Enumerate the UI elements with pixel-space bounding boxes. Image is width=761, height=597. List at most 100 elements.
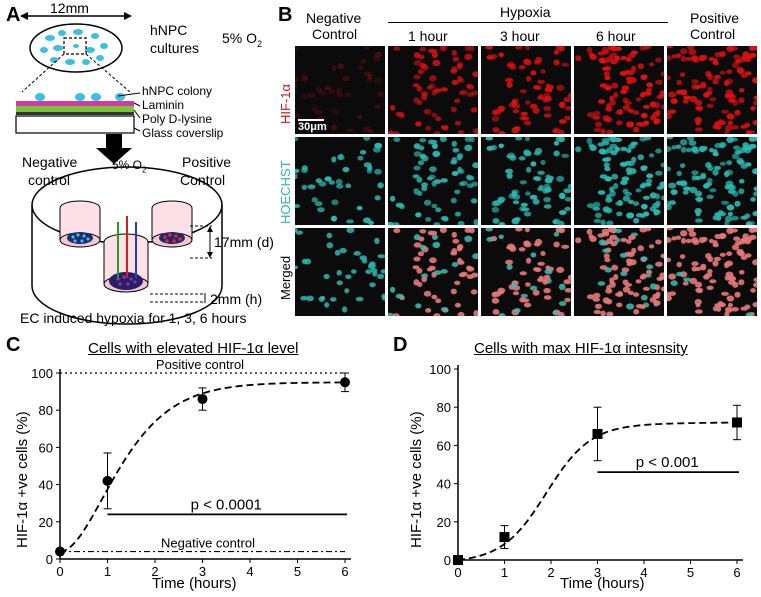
scale-bar bbox=[298, 119, 324, 121]
y-tick-label: 20 bbox=[39, 515, 53, 530]
micrograph-nuclei bbox=[667, 46, 757, 134]
chamber-oxygen-label: 5% O2 bbox=[112, 158, 146, 174]
col-header-positive-1: Positive bbox=[690, 10, 740, 26]
micrograph-svg bbox=[295, 46, 757, 316]
panel-b-label: B bbox=[278, 4, 293, 26]
col-header-6h: 6 hour bbox=[596, 28, 636, 44]
chart-d-ylabel: HIF-1α +ve cells (%) bbox=[408, 411, 425, 548]
x-tick-label: 2 bbox=[151, 564, 158, 579]
micrograph-nuclei bbox=[485, 137, 571, 225]
y-tick-label: 40 bbox=[39, 478, 53, 493]
y-tick-label: 100 bbox=[429, 362, 451, 377]
x-tick-label: 6 bbox=[733, 565, 740, 580]
micrograph-nuclei bbox=[388, 228, 478, 316]
negative-control-label-2: control bbox=[28, 172, 71, 188]
x-tick-label: 3 bbox=[594, 565, 601, 580]
y-tick-label: 80 bbox=[437, 400, 451, 415]
scale-bar-label: 30μm bbox=[298, 121, 327, 133]
height-label: 2mm (h) bbox=[210, 291, 263, 307]
micrograph-nuclei bbox=[295, 137, 384, 225]
data-point bbox=[102, 475, 113, 486]
dish-width-label: 12mm bbox=[50, 0, 89, 16]
data-point bbox=[732, 417, 742, 428]
oxygen-text: 5% O bbox=[222, 30, 258, 46]
y-tick-label: 60 bbox=[39, 440, 53, 455]
col-header-1h: 1 hour bbox=[408, 28, 448, 44]
data-point bbox=[499, 532, 510, 543]
depth-label: 17mm (d) bbox=[214, 234, 274, 250]
micrograph-nuclei bbox=[295, 228, 385, 313]
cultures-label-1: hNPC bbox=[150, 22, 188, 38]
negative-control-label-1: Negative bbox=[22, 154, 78, 170]
col-header-negative-1: Negative bbox=[306, 10, 362, 26]
layer-label-laminin: Laminin bbox=[142, 98, 185, 112]
panel-a-label: A bbox=[6, 4, 21, 26]
row-label-merged: Merged bbox=[278, 255, 293, 300]
chamber-oxygen-sub: 2 bbox=[142, 165, 147, 175]
x-tick-label: 5 bbox=[294, 564, 301, 579]
micrograph-nuclei bbox=[295, 46, 384, 134]
micrograph-nuclei bbox=[575, 228, 664, 316]
x-tick-label: 1 bbox=[501, 565, 508, 580]
y-tick-label: 20 bbox=[437, 515, 451, 530]
y-tick-label: 100 bbox=[31, 366, 53, 381]
data-point bbox=[340, 377, 350, 388]
micrograph-nuclei bbox=[388, 137, 478, 225]
col-header-positive-2: Control bbox=[690, 26, 736, 42]
x-tick-label: 4 bbox=[246, 564, 253, 579]
data-point bbox=[197, 394, 208, 405]
chart-c-xlabel: Time (hours) bbox=[152, 575, 237, 592]
data-point bbox=[453, 555, 463, 565]
y-tick-label: 40 bbox=[437, 477, 451, 492]
x-tick-label: 4 bbox=[640, 565, 647, 580]
oxygen-label: 5% O2 bbox=[222, 30, 262, 49]
x-tick-label: 1 bbox=[104, 564, 111, 579]
panel-a-caption: EC induced hypoxia for 1, 3, 6 hours bbox=[20, 310, 247, 326]
col-header-hypoxia: Hypoxia bbox=[500, 4, 551, 20]
p-value-label: p < 0.0001 bbox=[191, 496, 262, 513]
x-tick-label: 3 bbox=[199, 564, 206, 579]
panel-c-label: C bbox=[6, 334, 21, 356]
cultures-label-2: cultures bbox=[150, 40, 200, 56]
x-tick-label: 6 bbox=[341, 564, 348, 579]
data-point bbox=[592, 428, 603, 439]
micrograph-grid bbox=[295, 46, 757, 316]
micrograph-nuclei bbox=[667, 228, 757, 316]
chamber-oxygen-text: 5% O bbox=[112, 158, 143, 172]
positive-control-label-2: Control bbox=[180, 172, 226, 188]
p-value-label: p < 0.001 bbox=[636, 454, 699, 471]
micrograph-nuclei bbox=[575, 46, 664, 134]
panel-a-schematic bbox=[15, 12, 223, 325]
negative-control-label: Negative control bbox=[161, 536, 255, 551]
x-tick-label: 0 bbox=[454, 565, 461, 580]
chart-d-xlabel: Time (hours) bbox=[560, 575, 645, 592]
positive-control-label-1: Positive bbox=[182, 154, 232, 170]
row-label-hoechst: HOECHST bbox=[278, 160, 293, 224]
chart-c-title: Cells with elevated HIF-1α level bbox=[88, 340, 299, 357]
micrograph-nuclei bbox=[575, 137, 664, 225]
oxygen-sub: 2 bbox=[257, 38, 263, 49]
hypoxia-bracket-line bbox=[388, 22, 668, 23]
x-tick-label: 5 bbox=[687, 565, 694, 580]
layer-label-coverslip: Glass coverslip bbox=[142, 126, 224, 140]
chart-c-ylabel: HIF-1α +ve cells (%) bbox=[14, 411, 31, 548]
y-tick-label: 0 bbox=[444, 553, 451, 568]
y-tick-label: 80 bbox=[39, 403, 53, 418]
micrograph-nuclei bbox=[667, 137, 757, 225]
col-header-negative-2: Control bbox=[312, 26, 358, 42]
layer-label-colony: hNPC colony bbox=[142, 84, 213, 98]
positive-control-label: Positive control bbox=[156, 357, 244, 372]
y-tick-label: 60 bbox=[437, 438, 451, 453]
micrograph-nuclei bbox=[485, 228, 571, 316]
panel-d-label: D bbox=[393, 334, 408, 356]
row-label-hif: HIF-1α bbox=[278, 83, 293, 124]
x-tick-label: 2 bbox=[547, 565, 554, 580]
y-tick-label: 0 bbox=[46, 552, 53, 567]
micrograph-nuclei bbox=[388, 46, 478, 134]
col-header-3h: 3 hour bbox=[500, 28, 540, 44]
x-tick-label: 0 bbox=[56, 564, 63, 579]
chart-d-title: Cells with max HIF-1α intesnsity bbox=[474, 340, 688, 357]
micrograph-nuclei bbox=[485, 46, 571, 134]
